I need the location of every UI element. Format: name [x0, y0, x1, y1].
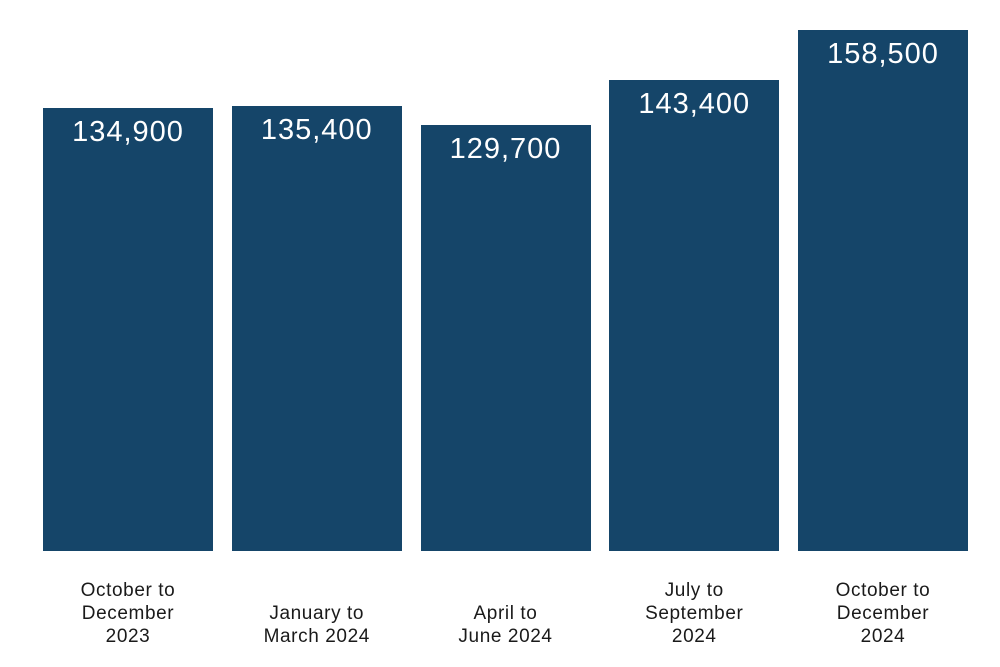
bar: 135,400: [231, 106, 402, 551]
bar-category-label-line: July to: [664, 580, 724, 601]
bar-category-label: April to June 2024: [406, 572, 606, 648]
bar-category-label: October to December 2024: [783, 572, 983, 648]
bar-category-label-line: March 2024: [263, 626, 370, 647]
bar-value-label: 135,400: [260, 114, 373, 146]
bar-category-label-line: April to: [473, 603, 538, 624]
bar-value-label: 158,500: [827, 38, 939, 70]
bar: 129,700: [420, 125, 591, 551]
bar: 134,900: [43, 108, 213, 551]
bar-category-label-line: January to: [269, 603, 365, 624]
bar-value-label: 129,700: [449, 133, 562, 165]
bar-value-label: 143,400: [638, 88, 751, 120]
bar-category-label: October to December 2023: [28, 572, 228, 648]
bar: 158,500: [798, 30, 968, 551]
bar-category-label: January to March 2024: [217, 572, 417, 648]
bar-category-label-line: December: [81, 603, 175, 624]
bar-category-label-line: October to: [80, 580, 176, 601]
bar-category-label-line: December: [836, 603, 930, 624]
bar-category-label-line: 2023: [105, 626, 151, 647]
bar-category-label-line: June 2024: [458, 626, 553, 647]
bar-category-label-line: September: [645, 603, 744, 624]
bar: 143,400: [609, 80, 780, 551]
bar-value-label: 134,900: [72, 116, 184, 148]
bar-category-label: July to September 2024: [594, 572, 794, 648]
bar-category-label-line: 2024: [671, 626, 717, 647]
bar-category-label-line: October to: [835, 580, 931, 601]
bar-category-label-line: 2024: [860, 626, 906, 647]
